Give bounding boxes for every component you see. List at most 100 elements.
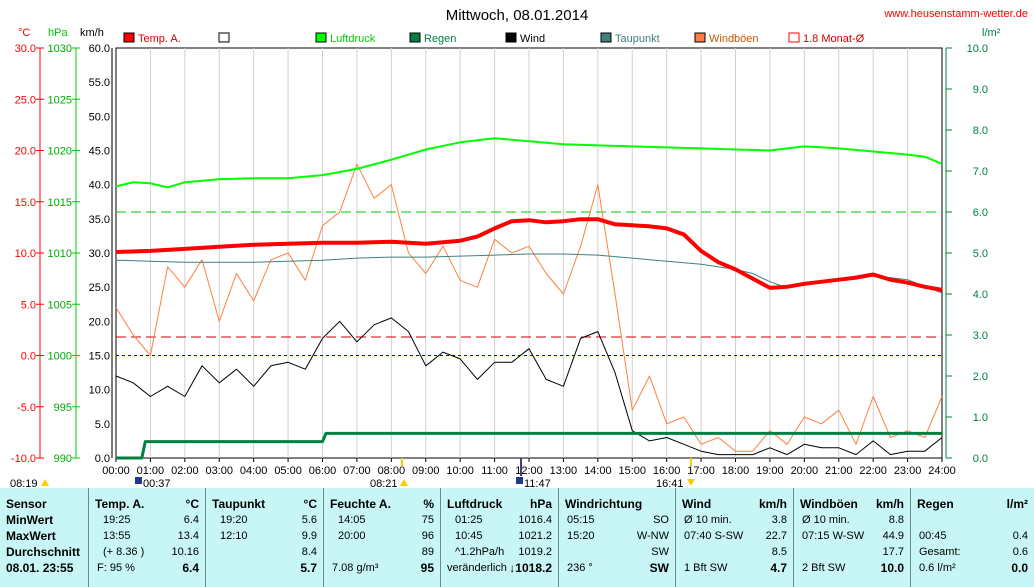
rain-row-label: 00:45 [919, 530, 947, 542]
data-point-wind [115, 375, 116, 376]
series-line-luftdruck [115, 137, 943, 189]
rain-tick-label: 5.0 [973, 248, 988, 260]
data-point-regen [941, 433, 942, 434]
data-point-tempa [580, 219, 581, 220]
data-point-windben [907, 430, 908, 431]
data-point-wind [649, 440, 650, 441]
data-point-windben [167, 266, 168, 267]
wind-tick-label: 20.0 [89, 316, 110, 328]
legend-label-5: Taupunkt [615, 33, 660, 45]
data-point-windben [666, 423, 667, 424]
data-point-windben [597, 184, 598, 185]
data-point-windben [580, 246, 581, 247]
data-point-wind [374, 324, 375, 325]
data-point-tempa [546, 222, 547, 223]
data-point-windben [787, 444, 788, 445]
data-point-wind [873, 440, 874, 441]
x-tick-label: 20:00 [791, 465, 819, 477]
wind-tick-label: 25.0 [89, 282, 110, 294]
rain-tick-label: 2.0 [973, 371, 988, 383]
data-point-tempa [391, 241, 392, 242]
data-point-regen [325, 433, 326, 434]
data-point-tempa [219, 246, 220, 247]
data-point-windben [442, 246, 443, 247]
data-point-wind [460, 358, 461, 359]
moon-icon [135, 477, 142, 484]
x-tick-label: 11:00 [481, 465, 508, 477]
pressure-tick-label: 995 [54, 402, 72, 414]
press-header: Luftdruck [447, 497, 503, 511]
rain-row-label: Gesamt: [919, 546, 961, 558]
data-point-luftdruck [666, 147, 667, 148]
winddir-header: Windrichtung [565, 497, 643, 511]
data-point-luftdruck [804, 146, 805, 147]
hum-row-value: 89 [421, 546, 434, 558]
data-point-wind [718, 454, 719, 455]
data-point-taupunkt [563, 253, 564, 254]
sunset-time: 16:41 [656, 478, 684, 488]
data-point-windben [115, 307, 116, 308]
press-row-label: ^1.2hPa/h [455, 546, 505, 558]
hum-foot-value: 95 [420, 561, 434, 575]
col-dewpoint: Taupunkt °C 19:20 5.6 12:10 9.9 8.4 5.7 [205, 488, 323, 587]
data-point-wind [597, 331, 598, 332]
sunrise-time: 08:21 [370, 478, 398, 488]
legend-label-6: Windböen [709, 33, 759, 45]
data-point-windben [270, 259, 271, 260]
data-point-luftdruck [563, 144, 564, 145]
wind-row-label: Ø 10 min. [684, 514, 732, 526]
hum-unit: % [423, 497, 434, 511]
data-point-luftdruck [873, 151, 874, 152]
col-temperature: Temp. A. °C 19:25 6.4 13:55 13.4 (+ 8.36 ) 10.1… [88, 488, 205, 587]
wind-tick-label: 30.0 [89, 248, 110, 260]
data-point-luftdruck [287, 178, 288, 179]
data-point-regen [141, 457, 142, 458]
rain-tick-label: 1.0 [973, 412, 988, 424]
data-point-windben [305, 280, 306, 281]
temp-tick-label: 0.0 [21, 351, 36, 363]
rain-tick-label: 7.0 [973, 166, 988, 178]
data-point-wind [941, 437, 942, 438]
data-point-wind [769, 447, 770, 448]
data-point-tempa [632, 225, 633, 226]
data-point-tempa [855, 277, 856, 278]
data-point-windben [133, 334, 134, 335]
data-point-taupunkt [219, 262, 220, 263]
data-point-tempa [322, 242, 323, 243]
col-wind: Wind km/h Ø 10 min. 3.8 07:40 S-SW 22.7 8.5 1 B… [675, 488, 793, 587]
data-point-regen [322, 441, 323, 442]
gust-foot-label: 2 Bft SW [802, 562, 846, 574]
data-point-luftdruck [787, 148, 788, 149]
data-point-tempa [649, 226, 650, 227]
pressure-unit-label: hPa [48, 27, 68, 39]
data-point-tempa [924, 286, 925, 287]
legend-label-7: 1.8 Monat-Ø [803, 33, 865, 45]
gust-row-value: 44.9 [882, 530, 904, 542]
x-tick-label: 16:00 [653, 465, 681, 477]
data-point-wind [477, 379, 478, 380]
sunrise-left-time: 08:19 [10, 478, 38, 488]
series-line-tempa [115, 217, 943, 292]
data-point-taupunkt [460, 255, 461, 256]
dew-row-value: 8.4 [301, 546, 317, 558]
x-tick-label: 02:00 [171, 465, 199, 477]
temp-row-value: 6.4 [183, 514, 199, 526]
data-point-tempa [597, 219, 598, 220]
data-point-luftdruck [735, 149, 736, 150]
data-point-taupunkt [700, 264, 701, 265]
data-point-luftdruck [133, 182, 134, 183]
weather-chart: Mittwoch, 08.01.2014 www.heusenstamm-wett… [10, 7, 1028, 488]
data-point-tempa [718, 262, 719, 263]
dew-row-label: 19:20 [220, 514, 248, 526]
data-point-tempa [907, 282, 908, 283]
x-tick-label: 08:00 [378, 465, 406, 477]
rain-tick-label: 6.0 [973, 207, 988, 219]
sun-icon [687, 479, 695, 486]
winddir-foot-label: 236 ° [567, 562, 593, 574]
rain-header: Regen [917, 497, 954, 511]
temp-tick-label: 15.0 [15, 197, 36, 209]
data-point-windben [804, 416, 805, 417]
data-point-luftdruck [924, 156, 925, 157]
data-point-tempa [666, 228, 667, 229]
data-point-regen [145, 441, 146, 442]
